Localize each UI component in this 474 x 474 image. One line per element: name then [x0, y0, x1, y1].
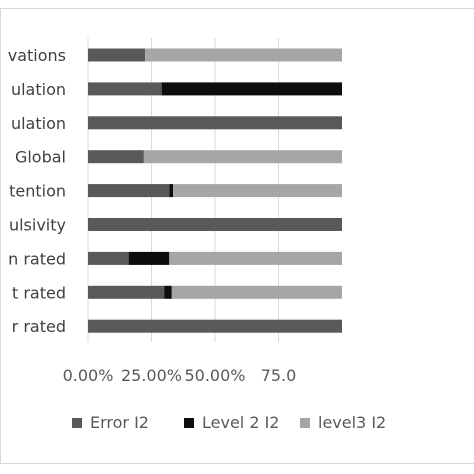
bar-6-series-0: [88, 251, 129, 265]
x-tick-label-2: 50.00%: [184, 366, 245, 385]
legend-swatch-1: [184, 418, 194, 428]
x-tick-labels: 0.00% 25.00% 50.00% 75.0: [63, 366, 297, 385]
bar-1-series-1: [161, 82, 342, 96]
category-label-4: tention: [9, 182, 66, 201]
legend-swatch-2: [300, 418, 310, 428]
legend: Error I2 Level 2 I2 level3 I2: [72, 413, 386, 432]
x-tick-label-1: 25.00%: [121, 366, 182, 385]
category-label-3: Global: [15, 148, 66, 167]
legend-label-1: Level 2 I2: [202, 413, 279, 432]
bar-5-series-0: [88, 218, 342, 231]
bar-6-series-1: [128, 251, 170, 265]
category-label-0: vations: [8, 46, 66, 65]
bar-4-series-0: [88, 184, 170, 198]
bar-7-series-0: [88, 285, 165, 299]
category-label-5: ulsivity: [9, 216, 66, 235]
category-label-1: ulation: [11, 80, 66, 99]
x-tick-label-3: 75.0: [261, 366, 297, 385]
legend-label-2: level3 I2: [318, 413, 386, 432]
category-label-7: t rated: [12, 283, 66, 302]
legend-swatch-0: [72, 418, 82, 428]
category-label-2: ulation: [11, 114, 66, 133]
category-labels: vations ulation ulation Global tention ulsivi…: [8, 46, 66, 336]
category-label-8: r rated: [12, 317, 66, 336]
category-label-6: n rated: [8, 249, 66, 268]
bars: [88, 48, 342, 333]
bar-6-series-2: [169, 251, 342, 265]
bar-4-series-2: [173, 184, 342, 198]
bar-7-series-1: [164, 285, 172, 299]
bar-4-series-1: [169, 184, 174, 198]
bar-2-series-0: [88, 116, 342, 130]
bar-0-series-0: [88, 48, 146, 62]
bar-3-series-2: [143, 150, 342, 164]
x-tick-label-0: 0.00%: [63, 366, 114, 385]
bar-1-series-0: [88, 82, 162, 96]
bar-3-series-0: [88, 150, 144, 164]
bar-7-series-2: [171, 285, 342, 299]
chart-frame: [0, 8, 474, 464]
legend-label-0: Error I2: [90, 413, 149, 432]
bar-8-series-0: [88, 319, 342, 333]
bar-0-series-2: [145, 48, 342, 62]
